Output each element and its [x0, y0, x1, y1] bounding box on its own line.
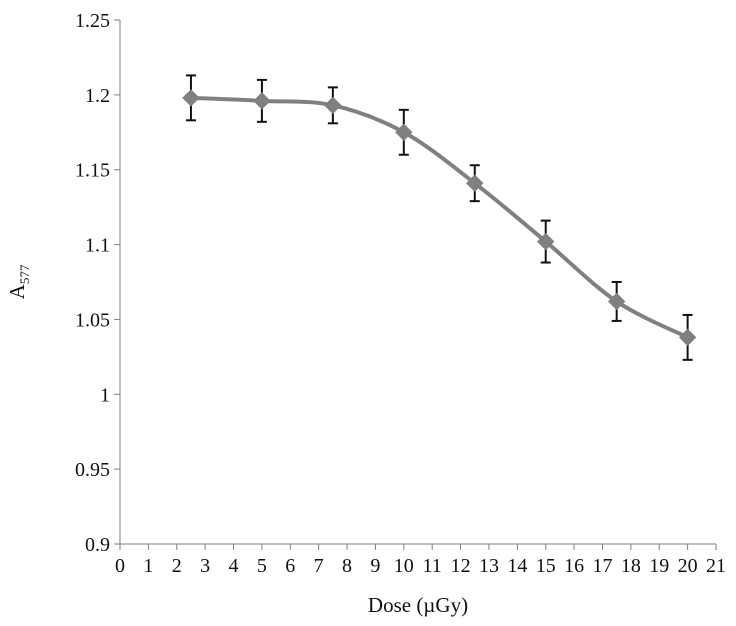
x-tick-label: 0	[115, 555, 125, 577]
y-tick-label: 1.05	[75, 309, 110, 331]
x-tick-label: 10	[394, 555, 414, 577]
x-tick-label: 21	[706, 555, 726, 577]
y-ticks: 0.9 0.95 1 1.05 1.1 1.15 1.2 1.25	[75, 10, 120, 556]
y-axis: 0.9 0.95 1 1.05 1.1 1.15 1.2 1.25	[75, 10, 121, 556]
y-axis-title-subscript: 577	[17, 264, 32, 284]
data-point-marker	[324, 96, 342, 115]
plot-area	[182, 74, 697, 361]
x-tick-label: 4	[229, 555, 239, 577]
y-tick-label: 1	[100, 384, 110, 406]
y-tick-label: 1.15	[75, 160, 110, 182]
x-tick-label: 5	[257, 555, 267, 577]
x-ticks: 0 1 2 3 4 5 6 7 8 9 10 11 12 13 14 15 16 17 18 19 20 21	[115, 544, 726, 577]
y-tick-label: 1.2	[85, 85, 110, 107]
y-tick-label: 0.9	[85, 534, 110, 556]
x-tick-label: 11	[423, 555, 442, 577]
data-point-marker	[182, 89, 200, 107]
x-tick-label: 12	[451, 555, 471, 577]
x-axis: 0 1 2 3 4 5 6 7 8 9 10 11 12 13 14 15 16 17 18 19 20 21	[115, 543, 726, 577]
x-tick-label: 2	[172, 555, 182, 577]
y-tick-label: 1.25	[75, 10, 110, 32]
series-line	[190, 95, 689, 340]
data-point-marker	[678, 328, 697, 347]
x-tick-label: 20	[678, 555, 698, 577]
x-tick-label: 9	[370, 555, 380, 577]
x-tick-label: 19	[649, 555, 669, 577]
y-axis-title-main: A	[5, 283, 29, 299]
y-axis-title: A577	[5, 264, 32, 299]
x-axis-title: Dose (µGy)	[368, 593, 468, 617]
x-tick-label: 14	[507, 555, 527, 577]
data-point-marker	[395, 123, 413, 141]
x-tick-label: 3	[200, 555, 210, 577]
x-tick-label: 18	[621, 555, 641, 577]
data-point-marker	[253, 92, 271, 110]
x-tick-label: 17	[592, 555, 612, 577]
x-tick-label: 1	[143, 555, 153, 577]
data-point-marker	[607, 292, 626, 311]
x-tick-label: 8	[342, 555, 352, 577]
x-tick-label: 6	[285, 555, 295, 577]
data-point-marker	[537, 232, 555, 251]
x-tick-label: 15	[536, 555, 556, 577]
y-tick-label: 1.1	[85, 235, 110, 257]
y-tick-label: 0.95	[75, 459, 110, 481]
x-tick-label: 13	[479, 555, 499, 577]
x-tick-label: 7	[314, 555, 324, 577]
x-tick-label: 16	[564, 555, 584, 577]
data-point-marker	[466, 174, 484, 192]
